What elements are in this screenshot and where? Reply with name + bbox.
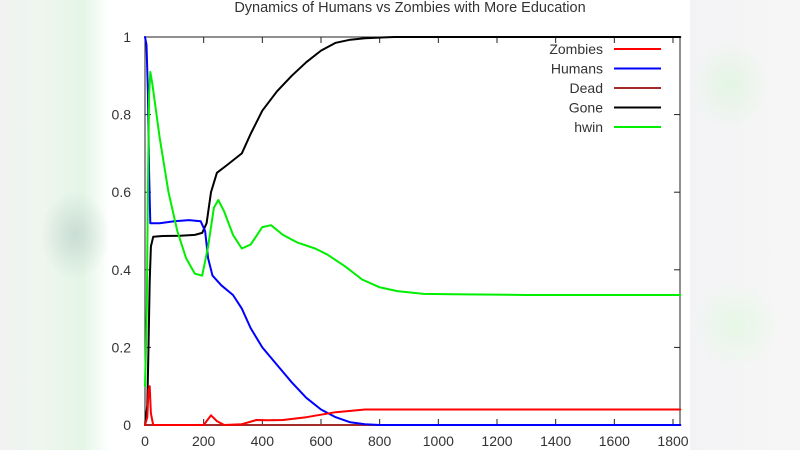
x-tick-label: 400 [251, 433, 275, 449]
legend-label-gone: Gone [569, 100, 603, 116]
background-right-shade-bottom [690, 280, 780, 370]
x-tick-label: 600 [309, 433, 333, 449]
x-axis-tick-labels: 0 200 400 600 800 1000 1200 1400 1600 1800 [141, 433, 689, 449]
x-tick-label: 800 [368, 433, 392, 449]
legend-label-hwin: hwin [574, 119, 603, 135]
x-tick-label: 1600 [599, 433, 630, 449]
y-axis-tick-labels: 0 0.2 0.4 0.6 0.8 1 [112, 29, 132, 433]
x-tick-label: 0 [141, 433, 149, 449]
x-tick-label: 1000 [423, 433, 454, 449]
chart-title: Dynamics of Humans vs Zombies with More … [234, 0, 586, 16]
legend: Zombies Humans Dead Gone hwin [549, 41, 661, 135]
series-line-hwin [144, 70, 682, 388]
series-lines [144, 36, 682, 426]
legend-label-zombies: Zombies [549, 41, 603, 57]
axis-ticks [145, 37, 680, 425]
y-tick-label: 0.2 [112, 339, 132, 355]
background-right-shade-top [690, 40, 770, 130]
x-tick-label: 1400 [540, 433, 571, 449]
y-tick-label: 0.4 [112, 262, 132, 278]
x-tick-label: 1200 [481, 433, 512, 449]
y-tick-label: 0.8 [112, 107, 132, 123]
series-line-gone [144, 36, 682, 426]
x-tick-label: 1800 [657, 433, 688, 449]
series-line-humans [144, 36, 682, 426]
x-tick-label: 200 [192, 433, 216, 449]
background-left-shade [40, 190, 110, 280]
y-tick-label: 1 [123, 29, 131, 45]
legend-label-humans: Humans [551, 61, 603, 77]
legend-label-dead: Dead [570, 80, 603, 96]
y-tick-label: 0.6 [112, 184, 132, 200]
series-line-zombies [144, 385, 682, 426]
y-tick-label: 0 [123, 417, 131, 433]
